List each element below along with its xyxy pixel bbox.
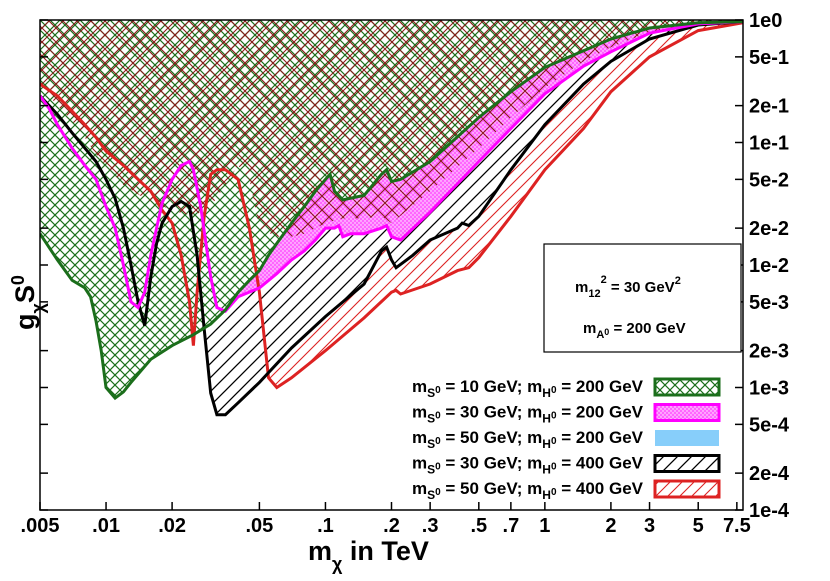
y-tick-label-2e-4: 2e-4: [749, 463, 790, 485]
series-line-1: [40, 20, 743, 401]
y-tick-label-2e-2: 2e-2: [749, 218, 789, 240]
y-tick-label-5e-3: 5e-3: [749, 292, 789, 314]
x-tick-label-3: 3: [644, 515, 655, 537]
x-tick-label-005: .005: [21, 515, 60, 537]
region-overlay-hatch: [40, 20, 743, 237]
y-tick-label-1e-4: 1e-4: [749, 500, 790, 522]
y-axis-title: gχS0: [8, 275, 48, 330]
legend-label-4: mS0 = 30 GeV; mH0 = 400 GeV: [412, 454, 644, 477]
series-line-5: [40, 21, 743, 390]
x-tick-label-05: .05: [245, 515, 273, 537]
m12-annotation: m122 = 30 GeV2: [575, 274, 681, 300]
x-tick-label-7-5: 7.5: [723, 515, 751, 537]
series-line-2: [40, 20, 743, 314]
y-tick-label-1e-1: 1e-1: [749, 133, 789, 155]
legend-swatch-1: [653, 377, 721, 397]
legend-swatch-2: [653, 403, 721, 422]
info-box: [543, 243, 742, 353]
y-tick-label-5e-4: 5e-4: [749, 414, 790, 436]
x-tick-label-1: .1: [317, 515, 334, 537]
x-tick-label-2: .2: [383, 515, 400, 537]
legend: mS0 = 10 GeV; mH0 = 200 GeV mS0 = 30 GeV;…: [412, 377, 721, 502]
legend-swatch-3: [655, 430, 719, 446]
y-tick-label-1e0: 1e0: [749, 10, 782, 32]
x-tick-label-3: .3: [422, 515, 439, 537]
y-tick-label-1e-3: 1e-3: [749, 378, 789, 400]
legend-label-2: mS0 = 30 GeV; mH0 = 200 GeV: [412, 403, 644, 426]
x-tick-label-5: .5: [470, 515, 487, 537]
y-tick-label-2e-3: 2e-3: [749, 341, 789, 363]
legend-swatch-4: [653, 454, 721, 473]
x-tick-label-5: 5: [693, 515, 704, 537]
x-tick-label-2: 2: [605, 515, 616, 537]
legend-swatch-5: [653, 479, 721, 499]
y-tick-label-1e-2: 1e-2: [749, 255, 789, 277]
mA-annotation: mA0 = 200 GeV: [583, 320, 686, 341]
x-tick-label-02: .02: [158, 515, 186, 537]
y-tick-label-5e-1: 5e-1: [749, 47, 789, 69]
y-tick-label-5e-2: 5e-2: [749, 169, 789, 191]
legend-label-5: mS0 = 50 GeV; mH0 = 400 GeV: [412, 479, 644, 502]
legend-label-1: mS0 = 10 GeV; mH0 = 200 GeV: [412, 377, 644, 400]
x-axis-title: mχ in TeV: [308, 536, 429, 574]
x-tick-label-01: .01: [92, 515, 120, 537]
y-tick-label-2e-1: 2e-1: [749, 96, 789, 118]
legend-label-3: mS0 = 50 GeV; mH0 = 200 GeV: [412, 428, 644, 451]
x-tick-label-1: 1: [539, 515, 550, 537]
x-tick-label-7: .7: [503, 515, 520, 537]
series-line-4: [40, 20, 743, 417]
